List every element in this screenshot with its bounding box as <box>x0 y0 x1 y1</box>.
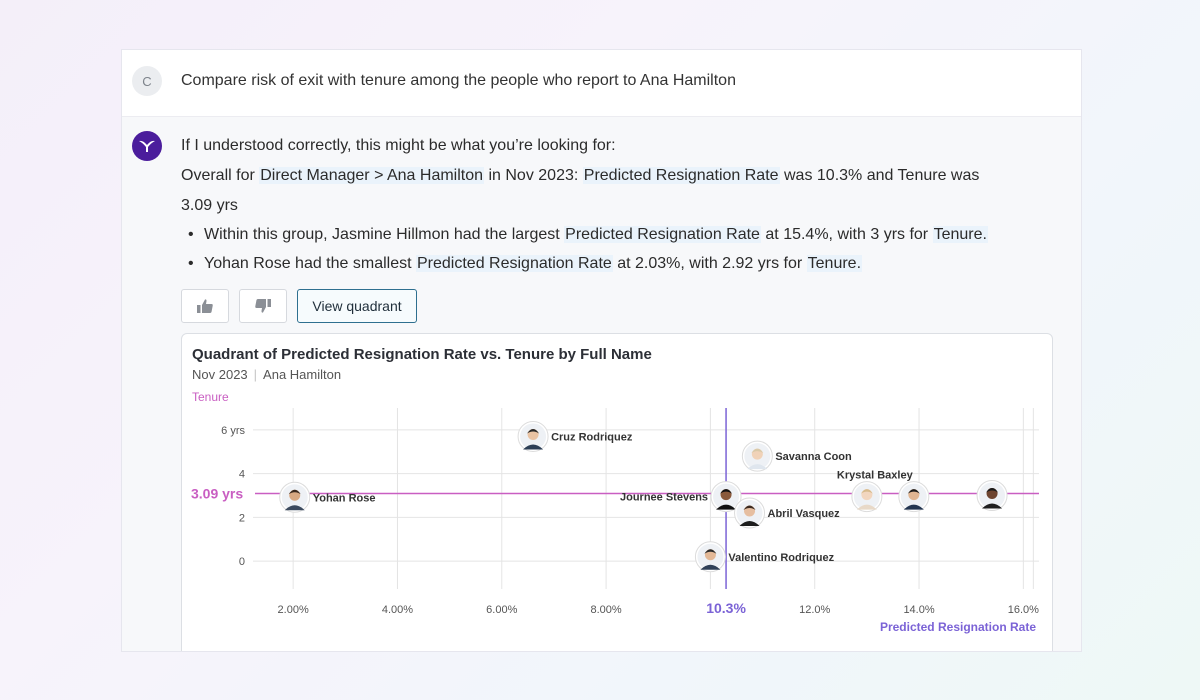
bullet-metric-link[interactable]: Predicted Resignation Rate <box>416 255 613 272</box>
y-tick-label: 6 yrs <box>221 425 245 437</box>
y-tick-label: 4 <box>239 469 245 481</box>
response-intro: If I understood correctly, this might be… <box>181 137 616 154</box>
user-avatar: C <box>132 66 162 96</box>
avatar-hair-icon <box>751 448 764 454</box>
summary-prefix: Overall for <box>181 167 260 184</box>
x-tick-label: 16.0% <box>1008 604 1039 616</box>
x-tick-label: 12.0% <box>799 604 830 616</box>
avatar-hair-icon <box>527 428 540 434</box>
y-tick-label: 0 <box>239 556 245 568</box>
data-point-label: Yohan Rose <box>313 492 376 504</box>
avatar-body-icon <box>700 564 721 570</box>
chart-period: Nov 2023 <box>192 367 248 382</box>
avatar-body-icon <box>903 504 924 510</box>
avatar-body-icon <box>982 503 1003 509</box>
x-tick-label: 6.00% <box>486 604 517 616</box>
user-message-row: C Compare risk of exit with tenure among… <box>122 50 1081 117</box>
x-tick-label: 4.00% <box>382 604 413 616</box>
summary-mid-1: in Nov 2023: <box>484 167 583 184</box>
bullet-metric-link[interactable]: Predicted Resignation Rate <box>564 226 761 243</box>
y-tick-label: 2 <box>239 512 245 524</box>
conversation-panel: C Compare risk of exit with tenure among… <box>121 49 1082 652</box>
logo-mark-icon <box>139 140 155 152</box>
data-point-label: Journee Stevens <box>620 492 708 504</box>
avatar-hair-icon <box>986 488 999 493</box>
view-quadrant-button[interactable]: View quadrant <box>297 289 417 323</box>
data-point-label: Cruz Rodriquez <box>551 431 633 443</box>
avatar-body-icon <box>523 444 544 450</box>
x-tick-label: 8.00% <box>590 604 621 616</box>
quadrant-chart: Tenure 2.00% 4.00% 6.00% 8.00% 12.0% 14.0% 16.0… <box>191 392 1039 634</box>
avatar-hair-icon <box>720 489 733 494</box>
bullet-text: at 15.4%, with 3 yrs for <box>760 226 933 243</box>
response-summary: Overall for Direct Manager > Ana Hamilto… <box>181 167 979 185</box>
data-point-label: Savanna Coon <box>775 451 852 463</box>
response-summary-cont: 3.09 yrs <box>181 197 238 214</box>
summary-metric-link[interactable]: Predicted Resignation Rate <box>582 167 780 184</box>
bullet-item: • Yohan Rose had the smallest Predicted R… <box>188 255 863 273</box>
bullet-text: Yohan Rose had the smallest <box>204 255 416 272</box>
chart-subtitle: Nov 2023 | Ana Hamilton <box>192 367 341 382</box>
chart-title: Quadrant of Predicted Resignation Rate v… <box>192 346 652 363</box>
avatar-body-icon <box>747 464 768 470</box>
user-message-text: Compare risk of exit with tenure among t… <box>181 72 736 89</box>
bullet-text: Within this group, Jasmine Hillmon had t… <box>204 226 565 243</box>
avatar-body-icon <box>739 521 760 526</box>
summary-filter-link[interactable]: Direct Manager > Ana Hamilton <box>259 167 485 184</box>
bullet-item: • Within this group, Jasmine Hillmon had … <box>188 226 988 244</box>
data-point-label: Krystal Baxley <box>837 470 914 482</box>
x-tick-label: 2.00% <box>278 604 309 616</box>
avatar-body-icon <box>284 505 305 511</box>
bullet-dot: • <box>188 226 194 243</box>
data-point-label: Abril Vasquez <box>768 508 841 520</box>
bullet-dimension-link[interactable]: Tenure. <box>932 226 988 243</box>
bullet-dimension-link[interactable]: Tenure. <box>806 255 863 272</box>
thumbs-up-icon <box>197 299 213 313</box>
x-axis-label: Predicted Resignation Rate <box>880 620 1036 634</box>
avatar-hair-icon <box>860 489 873 494</box>
quadrant-chart-card: Quadrant of Predicted Resignation Rate v… <box>181 333 1053 651</box>
chart-manager: Ana Hamilton <box>263 367 342 382</box>
thumbs-up-button[interactable] <box>181 289 229 323</box>
avatar-body-icon <box>716 504 737 510</box>
subtitle-separator: | <box>253 367 258 382</box>
rate-reference-label: 10.3% <box>706 600 746 616</box>
x-tick-label: 14.0% <box>903 604 934 616</box>
avatar-hair-icon <box>288 489 301 495</box>
thumbs-down-button[interactable] <box>239 289 287 323</box>
avatar-hair-icon <box>907 489 920 494</box>
assistant-response: If I understood correctly, this might be… <box>122 117 1081 651</box>
summary-mid-2: was 10.3% and Tenure was <box>779 167 980 184</box>
avatar-hair-icon <box>704 549 717 554</box>
assistant-logo-icon <box>132 131 162 161</box>
avatar-body-icon <box>856 504 877 510</box>
tenure-reference-label: 3.09 yrs <box>191 486 243 502</box>
bullet-text: at 2.03%, with 2.92 yrs for <box>612 255 807 272</box>
thumbs-down-icon <box>255 299 271 313</box>
avatar-hair-icon <box>743 505 756 510</box>
data-point-label: Valentino Rodriquez <box>728 552 834 564</box>
bullet-dot: • <box>188 255 194 272</box>
y-axis-label: Tenure <box>192 392 229 404</box>
